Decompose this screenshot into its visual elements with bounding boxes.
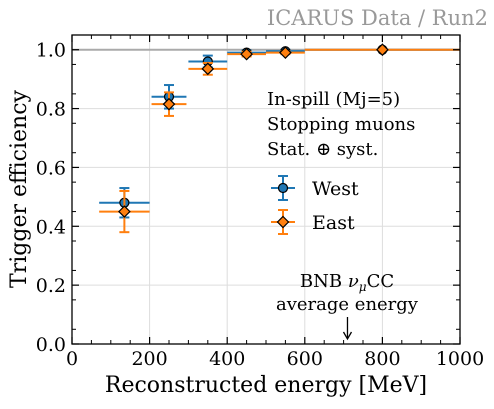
cc-label: CC (367, 271, 395, 292)
east-point-0 (118, 205, 131, 218)
legend: West East (271, 175, 359, 235)
y-tick-label-2: 0.4 (36, 216, 66, 238)
bnb-annotation-line-1: BNB νμCC (300, 271, 394, 294)
annotation-line-3: Stat. ⊕ syst. (267, 139, 378, 160)
legend-west-label: West (312, 178, 359, 200)
y-tick-label-4: 0.8 (36, 99, 66, 121)
legend-east-marker (276, 215, 290, 229)
legend-east-label: East (312, 212, 355, 234)
x-tick-label-4: 800 (364, 348, 400, 370)
ticks: 0 200 400 600 800 1000 0.0 0.2 0.4 0.6 0.8 1.0 (36, 35, 484, 370)
arrow-head (342, 331, 353, 341)
legend-west-marker (277, 182, 289, 194)
x-axis-title: Reconstructed energy [MeV] (105, 373, 427, 398)
y-tick-label-3: 0.6 (36, 157, 66, 179)
east-point-4 (279, 46, 292, 60)
east-point-5 (376, 43, 389, 57)
series-east (99, 43, 460, 234)
x-tick-label-5: 1000 (436, 348, 484, 370)
y-axis-title: Trigger efficiency (7, 89, 32, 287)
y-tick-label-1: 0.2 (36, 275, 66, 297)
east-point-3 (240, 47, 253, 61)
x-tick-label-2: 400 (209, 348, 245, 370)
east-point-2 (201, 62, 215, 76)
bnb-annotation: BNB νμCC average energy (276, 271, 419, 341)
x-tick-label-1: 200 (131, 348, 167, 370)
watermark: ICARUS Data / Run2 (267, 6, 488, 30)
nu-symbol: ν (348, 271, 359, 292)
bnb-annotation-line-2: average energy (276, 294, 419, 315)
mu-subscript: μ (359, 280, 367, 294)
x-tick-label-0: 0 (66, 348, 78, 370)
y-tick-label-5: 1.0 (36, 40, 66, 62)
annotation-line-2: Stopping muons (267, 114, 415, 135)
east-point-1 (162, 97, 176, 111)
energy-arrow (342, 317, 353, 341)
series-group (99, 43, 460, 234)
annotation-line-1: In-spill (Mj=5) (267, 89, 400, 110)
bnb-label: BNB (300, 271, 348, 292)
x-tick-label-3: 600 (287, 348, 323, 370)
y-tick-label-0: 0.0 (36, 334, 66, 356)
